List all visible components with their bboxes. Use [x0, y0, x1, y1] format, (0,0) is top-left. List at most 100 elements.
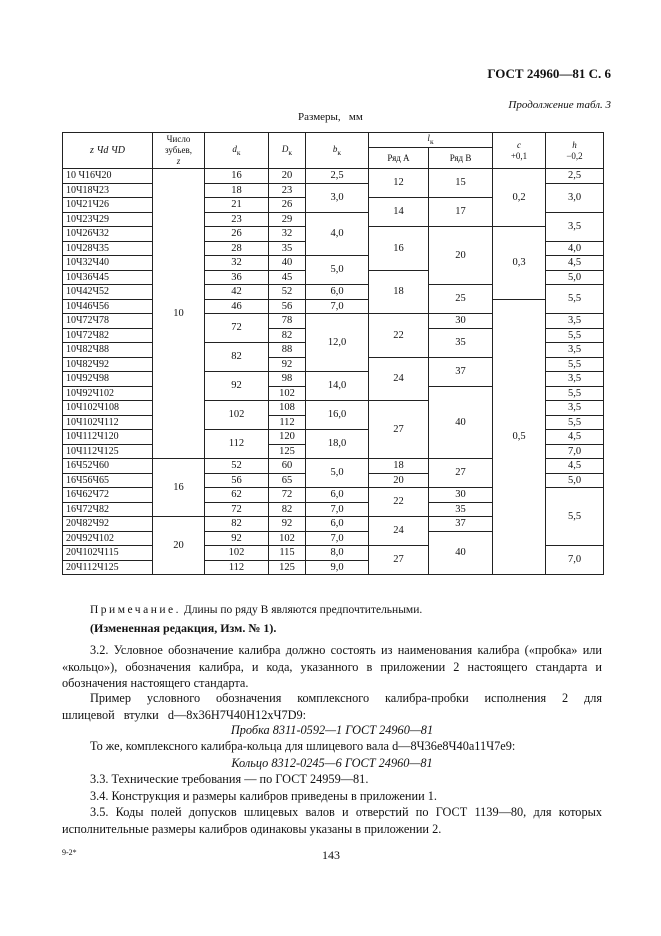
table-cell: 82	[268, 327, 306, 343]
table-cell: 28	[204, 240, 269, 256]
table-row: 10Ч26Ч32 26 32 16 20 0,3	[62, 226, 604, 300]
table-row: 10Ч28Ч35 28 35 4,0	[62, 240, 605, 256]
table-cell: 2,5	[305, 168, 369, 184]
table-cell: 82	[204, 516, 269, 532]
table-cell: 27	[368, 400, 429, 459]
table-cell: 22	[368, 487, 429, 517]
table-row: 20Ч112Ч125 112 125 9,0	[62, 559, 604, 575]
table-cell: 26	[268, 197, 306, 213]
table-cell: 102	[204, 400, 269, 430]
table-cell: 9,0	[305, 559, 369, 575]
table-cell: 32	[204, 255, 269, 271]
table-cell: 2,5	[545, 168, 605, 184]
table-cell: 72	[204, 313, 269, 343]
table-row: 10Ч112Ч120 112 120 18,0 4,5	[62, 429, 605, 459]
table-cell: 36	[204, 269, 269, 285]
page-title: ГОСТ 24960—81 С. 6	[487, 66, 611, 81]
table-cell: 10Ч72Ч78	[62, 313, 153, 329]
table-cell: 82	[204, 342, 269, 372]
table-cell: 15	[427, 168, 494, 198]
table-cell: 10Ч42Ч52	[62, 284, 153, 300]
table-cell: 10Ч72Ч82	[62, 327, 153, 343]
table-cell: 37	[427, 356, 494, 387]
table-cell: 3,5	[545, 342, 605, 358]
table-cell: 10Ч92Ч102	[62, 385, 153, 401]
table-cell: 16Ч62Ч72	[62, 487, 153, 503]
table-cell: 10Ч112Ч120	[62, 429, 153, 445]
table-cell: 20	[368, 472, 429, 488]
header-text: b	[332, 143, 338, 154]
header-text: к	[288, 147, 293, 157]
table-cell: 5,5	[545, 385, 605, 401]
table-cell: 10Ч82Ч92	[62, 356, 153, 372]
table-cell: 16	[204, 168, 269, 184]
table-cell: 6,0	[305, 487, 369, 503]
header-text: Число	[166, 134, 191, 144]
header-text: c	[517, 139, 522, 150]
header-text: D	[281, 143, 289, 154]
table-cell: 3,5	[545, 313, 605, 329]
units: Размеры, мм	[298, 111, 363, 123]
table-cell: 72	[268, 487, 306, 503]
table-cell: 4,0	[305, 211, 369, 256]
table-cell: 4,0	[545, 240, 605, 256]
note-label: Примечание.	[90, 604, 181, 616]
table-cell: 10Ч23Ч29	[62, 211, 153, 227]
table-cell: 82	[268, 501, 306, 517]
table-cell: 27	[427, 458, 494, 488]
table-cell: 10Ч112Ч125	[62, 443, 153, 459]
table-cell: 29	[268, 211, 306, 227]
table-cell: 18	[368, 458, 429, 474]
table-cell: 16Ч56Ч65	[62, 472, 153, 488]
footer-mark: 9-2*	[62, 848, 77, 857]
header-cell: z Чd ЧD	[62, 132, 153, 169]
table-cell: 5,5	[545, 414, 605, 430]
table-cell: 20Ч92Ч102	[62, 530, 153, 546]
table-cell: 10Ч46Ч56	[62, 298, 153, 314]
table-cell: 26	[204, 226, 269, 242]
table-cell: 6,0	[305, 516, 369, 532]
table-cell: 5,0	[545, 472, 605, 488]
table-cell: 35	[427, 501, 494, 517]
table-cell: 10Ч102Ч112	[62, 414, 153, 430]
header-cell: h −0,2	[545, 132, 605, 169]
table-cell: 92	[204, 371, 269, 401]
table-cell: 112	[268, 414, 306, 430]
table-cell: 98	[268, 371, 306, 387]
table-cell: 25	[427, 284, 494, 314]
header-text: l	[427, 133, 430, 144]
table-cell: 3,5	[545, 371, 605, 387]
table-cell: 65	[268, 472, 306, 488]
table-cell: 112	[204, 559, 269, 575]
table-cell: 16Ч72Ч82	[62, 501, 153, 517]
table-cell: 7,0	[545, 443, 605, 459]
table-cell: 27	[368, 545, 429, 575]
table-cell: 12	[368, 168, 429, 198]
table-cell: 7,0	[305, 530, 369, 546]
header-cell: Ряд В	[427, 147, 494, 169]
table-cell: 20	[152, 516, 205, 575]
table-row: 10 Ч16Ч20 10 16 20 2,5 12 15 0,2 2,5	[62, 168, 605, 459]
table-cell: 20	[427, 226, 494, 285]
table-cell: 12,0	[305, 313, 369, 372]
table-cell: 10Ч82Ч88	[62, 342, 153, 358]
table-cell: 32	[268, 226, 306, 242]
table-cell: 16,0	[305, 400, 369, 430]
table-row: 20Ч102Ч115 102 115 8,0 27 7,0	[62, 545, 605, 575]
note: Примечание. Длины по ряду В являются пре…	[90, 604, 422, 616]
table-cell: 0,5	[492, 298, 547, 575]
table-cell: 5,5	[545, 356, 605, 372]
table-cell: 102	[204, 545, 269, 561]
header-text: к	[429, 136, 434, 146]
table-cell: 6,0	[305, 284, 369, 300]
table-cell: 5,5	[545, 487, 605, 546]
page-number: 143	[322, 848, 340, 862]
data-table: z Чd ЧD Число зубьев, z dк Dк bк lк c +0,1 …	[62, 132, 605, 575]
table-cell: 40	[427, 385, 494, 459]
table-cell: 10Ч28Ч35	[62, 240, 153, 256]
table-cell: 56	[268, 298, 306, 314]
table-cell: 10Ч21Ч26	[62, 197, 153, 213]
table-row: 10Ч92Ч98 92 98 14,0 3,5	[62, 371, 605, 401]
table-cell: 115	[268, 545, 306, 561]
